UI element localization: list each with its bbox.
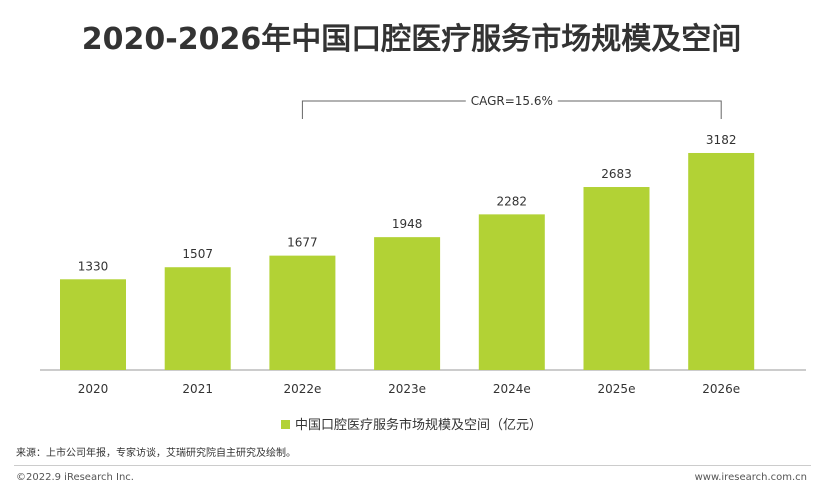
chart-title: 2020-2026年中国口腔医疗服务市场规模及空间 xyxy=(81,22,742,57)
legend: 中国口腔医疗服务市场规模及空间（亿元） xyxy=(0,414,823,433)
source-note: 来源：上市公司年报，专家访谈，艾瑞研究院自主研究及绘制。 xyxy=(16,448,296,459)
x-tick-label-2023e: 2023e xyxy=(388,382,426,396)
bar-2023e xyxy=(374,237,441,370)
x-tick-label-2022e: 2022e xyxy=(283,382,321,396)
bar-2026e xyxy=(688,152,755,370)
bar-2021 xyxy=(164,267,231,370)
bar-2020 xyxy=(60,279,126,370)
x-tick-label-2021: 2021 xyxy=(182,382,213,396)
data-label-2021: 1507 xyxy=(182,247,213,261)
cagr-bracket xyxy=(301,100,722,119)
copyright: ©2022.9 iResearch Inc. xyxy=(16,472,134,483)
data-label-2022e: 1677 xyxy=(287,236,318,250)
bar-2025e xyxy=(583,187,650,370)
data-label-2020: 1330 xyxy=(78,259,109,273)
x-tick-label-2025e: 2025e xyxy=(598,382,636,396)
x-tick-label-2020: 2020 xyxy=(78,382,109,396)
website: www.iresearch.com.cn xyxy=(694,472,807,483)
legend-label: 中国口腔医疗服务市场规模及空间（亿元） xyxy=(294,418,542,433)
bar-2024e xyxy=(478,214,545,370)
data-label-2024e: 2282 xyxy=(497,194,528,208)
bar-2022e xyxy=(269,255,336,370)
x-tick-label-2024e: 2024e xyxy=(493,382,531,396)
cagr-annotation: CAGR=15.6% xyxy=(471,94,553,108)
data-label-2025e: 2683 xyxy=(601,167,632,181)
x-tick-label-2026e: 2026e xyxy=(702,382,740,396)
legend-swatch xyxy=(280,420,290,429)
bar-chart: 1330 2020 1507 2021 1677 2022e 1948 2023e 2282 20… xyxy=(40,94,806,396)
footer-divider xyxy=(14,465,811,466)
data-label-2026e: 3182 xyxy=(706,133,737,147)
data-label-2023e: 1948 xyxy=(392,217,423,231)
